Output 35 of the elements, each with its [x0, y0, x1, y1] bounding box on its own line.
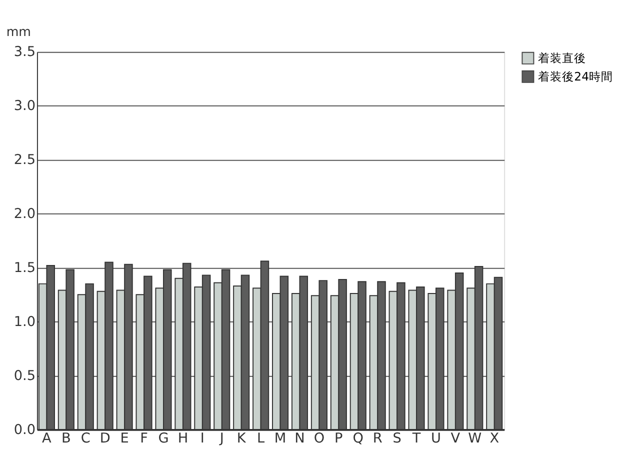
x-tick-label: B: [62, 430, 71, 447]
y-tick-label: 3.0: [14, 98, 36, 114]
x-tick-label: D: [100, 430, 110, 447]
y-tick-label: 1.5: [14, 260, 36, 276]
x-tick-label: P: [334, 430, 343, 447]
y-tick-label: 3.5: [14, 44, 36, 60]
x-tick-label: C: [80, 430, 90, 447]
y-tick-label: 0.5: [14, 368, 36, 384]
x-tick-label: Q: [352, 430, 364, 447]
legend-label: 着装直後: [538, 51, 586, 66]
x-tick-label: V: [450, 430, 461, 447]
x-tick-label: F: [140, 430, 148, 447]
x-tick-label: K: [236, 430, 247, 447]
x-tick-label: J: [218, 430, 224, 447]
x-tick-label: I: [200, 430, 204, 447]
x-tick-label: X: [490, 430, 500, 447]
y-tick-label: 2.5: [14, 152, 36, 168]
x-tick-label: E: [120, 430, 129, 447]
x-tick-label: L: [257, 430, 266, 447]
x-tick-label: G: [158, 430, 169, 447]
y-tick-label: 0.0: [14, 422, 36, 438]
x-tick-label: R: [372, 430, 383, 447]
x-tick-label: A: [42, 430, 52, 447]
legend-label: 着装後24時間: [538, 70, 614, 84]
x-tick-label: T: [411, 430, 422, 447]
x-tick-label: M: [274, 430, 286, 447]
y-axis-title: mm: [6, 24, 31, 39]
x-tick-label: S: [392, 430, 402, 447]
x-tick-label: U: [431, 430, 441, 447]
x-tick-label: W: [468, 430, 482, 447]
y-tick-label: 1.0: [14, 314, 36, 330]
x-tick-label: H: [178, 430, 188, 447]
y-tick-label: 2.0: [14, 206, 36, 222]
x-tick-label: O: [314, 430, 325, 447]
x-tick-label: N: [294, 430, 305, 447]
